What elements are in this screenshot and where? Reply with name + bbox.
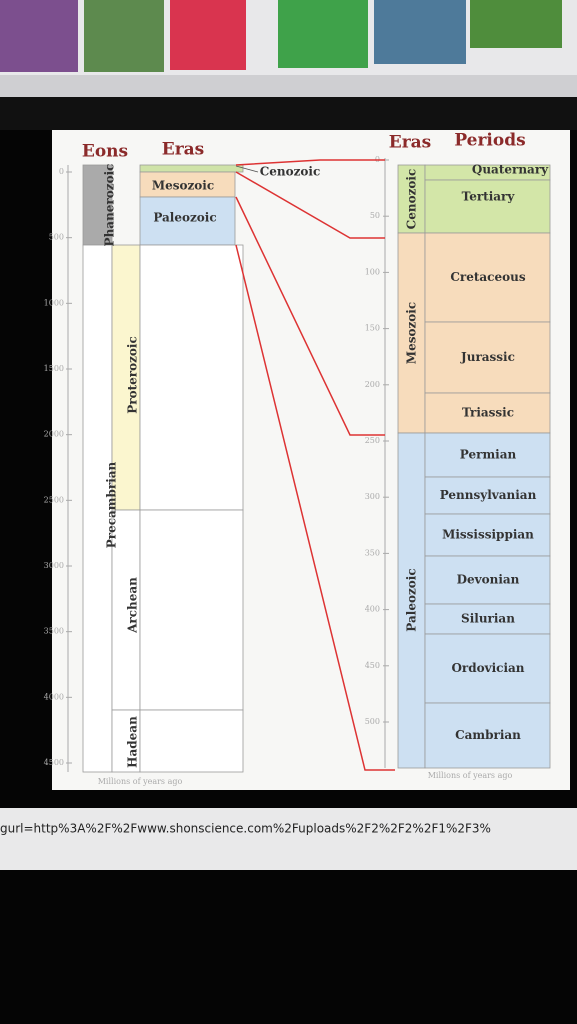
eon-label: Phanerozoic [103, 164, 117, 247]
eon-label: Archean [126, 577, 140, 634]
era-label: Mesozoic [152, 179, 214, 193]
tick-label: 500 [49, 233, 64, 242]
frame [0, 97, 577, 130]
period-label: Triassic [462, 406, 514, 420]
tick-label: 2000 [44, 430, 64, 439]
era-label: Paleozoic [405, 568, 419, 631]
period-label: Permian [460, 448, 517, 462]
connector [235, 244, 395, 771]
era-label: Cenozoic [405, 169, 419, 230]
callout: Cenozoic [260, 165, 321, 179]
block [424, 321, 551, 394]
eon-label: Precambrian [105, 461, 119, 548]
diagram: Eons Eras Phanerozoic Precambrian Proterozoi… [44, 131, 551, 786]
eon-label: Hadean [126, 716, 140, 768]
block [424, 702, 551, 769]
tick-label: 0 [59, 167, 64, 176]
gray-band [0, 75, 577, 97]
block [139, 244, 244, 511]
period-label: Pennsylvanian [440, 488, 537, 502]
block [139, 164, 244, 173]
block [424, 513, 551, 557]
block [139, 709, 244, 773]
tick-label: 250 [365, 436, 380, 445]
header: Eons [82, 142, 128, 162]
block [111, 509, 141, 711]
tick-label: 4500 [44, 758, 64, 767]
tick-label: 150 [365, 324, 380, 333]
period-label: Silurian [461, 612, 515, 626]
connector [235, 171, 385, 239]
tick-label: 3500 [44, 627, 64, 636]
tick-label: 4000 [44, 692, 64, 701]
thumbnail [278, 0, 368, 68]
tick-label: 1000 [44, 298, 64, 307]
era-label: Mesozoic [405, 302, 419, 364]
block [424, 179, 551, 234]
tick-label: 100 [365, 267, 380, 276]
period-label: Tertiary [462, 190, 516, 204]
block [139, 509, 244, 711]
era-label: Paleozoic [153, 211, 216, 225]
period-label: Devonian [457, 573, 520, 587]
connector [235, 159, 385, 166]
tick-label: 3000 [44, 561, 64, 570]
url-bar [0, 808, 577, 870]
period-label: Jurassic [460, 350, 515, 364]
eon-label: Proterozoic [126, 336, 140, 414]
block [424, 232, 551, 323]
tick-label: 400 [365, 605, 380, 614]
thumbnail [374, 0, 466, 64]
axis-label: Millions of years ago [98, 777, 183, 786]
axis-label: Millions of years ago [428, 771, 513, 780]
block [424, 633, 551, 704]
thumbnail [84, 0, 164, 72]
tick-label: 300 [365, 492, 380, 501]
tick-label: 500 [365, 717, 380, 726]
tick-label: 200 [365, 380, 380, 389]
connector [235, 196, 385, 436]
tick-label: 450 [365, 661, 380, 670]
period-label: Mississippian [442, 528, 534, 542]
thumbnail [470, 0, 562, 48]
tick-label: 350 [365, 548, 380, 557]
header: Eras [389, 133, 432, 153]
tick-label: 50 [370, 211, 380, 220]
thumbnail [170, 0, 246, 70]
block [424, 476, 551, 515]
header: Eras [162, 140, 205, 160]
block [111, 709, 141, 773]
header: Periods [454, 131, 525, 151]
period-label: Quaternary [472, 163, 549, 177]
url-text: gurl=http%3A%2F%2Fwww.shonscience.com%2F… [0, 822, 491, 836]
tick-label: 1500 [44, 364, 64, 373]
period-label: Cretaceous [450, 270, 525, 284]
block [424, 603, 551, 635]
thumbnail [0, 0, 78, 72]
period-label: Ordovician [451, 661, 524, 675]
period-label: Cambrian [455, 728, 521, 742]
tick-label: 2500 [44, 495, 64, 504]
callout-line [235, 165, 259, 173]
